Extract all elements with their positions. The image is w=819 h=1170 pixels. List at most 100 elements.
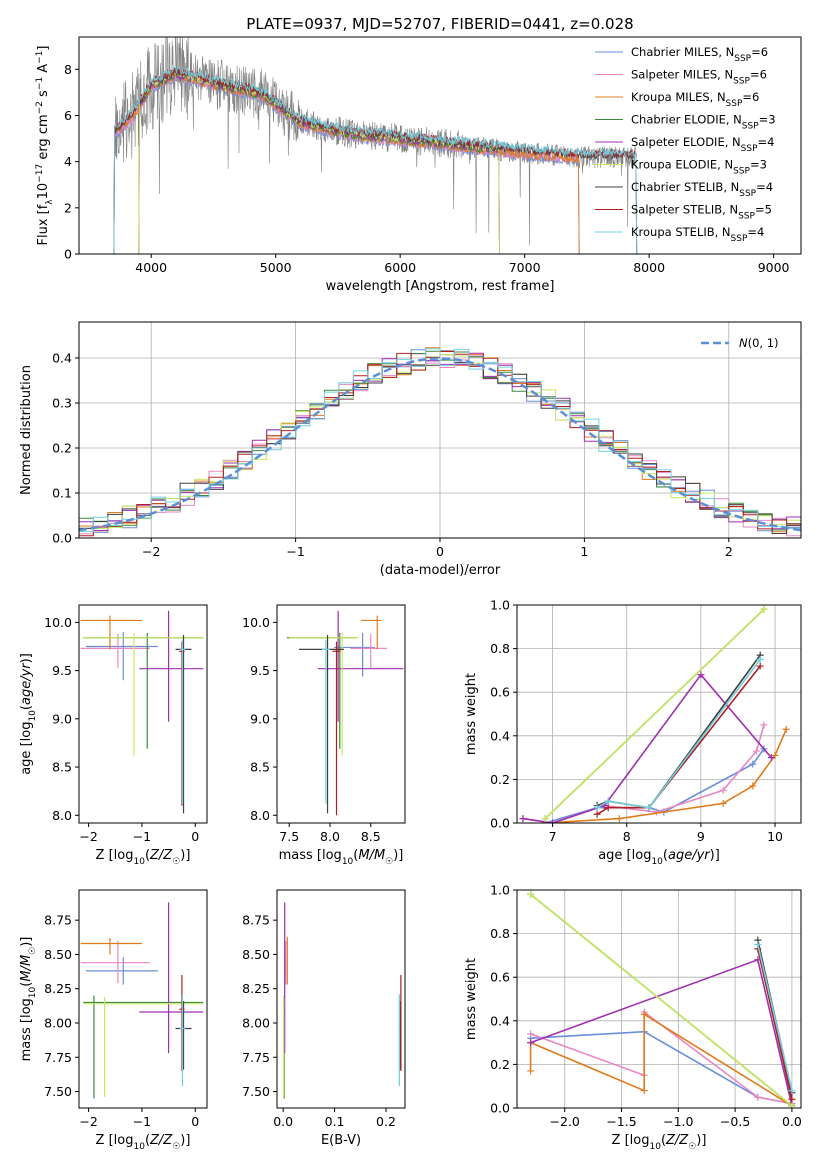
y-tick-label: 0.4 [490,728,510,743]
weight-line [757,944,793,1091]
plot-area [527,890,796,1108]
x-axis-label: Z [log10(Z/Z☉)] [96,848,191,867]
y-tick-label: 0.0 [490,1101,510,1116]
x-tick-label: 8.5 [361,829,381,844]
weight-marker [615,815,623,823]
y-tick-label: 0.0 [490,816,510,831]
y-tick-label: 8 [64,62,72,77]
weight-marker [749,760,757,768]
y-tick-label: 8.75 [242,913,270,928]
y-axis-label: Flux [fλ10−17 erg cm−2 s−1 A−1] [35,46,55,246]
weight-marker [593,804,601,812]
y-tick-label: 8.00 [242,1015,270,1030]
axes-frame [516,889,802,1109]
weight-marker [697,671,705,679]
x-axis-label: E(B-V) [321,1133,361,1148]
y-tick-label: 0.8 [490,641,510,656]
y-tick-label: 0.0 [52,531,72,546]
x-axis-label: (data-model)/error [380,563,501,578]
y-tick-label: 0.6 [490,970,510,985]
weight-marker [749,782,757,790]
weight-marker [719,799,727,807]
x-axis-label: Z [log10(Z/Z☉)] [612,1133,707,1152]
x-tick-label: −2 [79,1114,97,1129]
x-axis-label: mass [log10(M/M☉)] [279,848,404,867]
panel-age-vs-Z: −2 −1 0 8.0 8.5 9.0 9.5 10.0 Z [log10(Z/Z☉)] age … [19,604,208,867]
y-tick-label: 9.5 [250,663,270,678]
x-tick-label: 7000 [509,260,541,275]
x-tick-label: 8 [623,829,631,844]
panel-spectrum: 4000 5000 6000 7000 8000 9000 0 2 4 6 8 wavelength … [35,36,802,294]
y-tick-label: 1.0 [490,883,510,898]
weight-marker [527,1039,535,1047]
y-axis-label: Normed distribution [19,365,34,495]
legend-label: Salpeter ELODIE, NSSP=4 [631,135,774,154]
weight-marker [753,747,761,755]
y-axis-label: mass weight [464,673,479,755]
weight-marker [593,810,601,818]
x-tick-label: 2 [725,544,733,559]
y-tick-label: 8.5 [250,760,270,775]
y-tick-label: 0.1 [52,486,72,501]
weight-marker [527,1030,535,1038]
weight-marker [604,804,612,812]
plot-area [519,605,790,823]
y-tick-label: 0.2 [52,441,72,456]
weight-marker [760,605,768,613]
x-tick-label: 0 [191,1114,199,1129]
weight-marker [767,754,775,762]
legend-label: Kroupa STELIB, NSSP=4 [631,225,764,244]
weight-marker [788,1095,796,1103]
y-tick-label: 8.0 [250,808,270,823]
weight-line [530,893,793,1107]
weight-line [596,659,761,809]
axes-frame [276,889,406,1109]
model-spectrum-line [113,65,638,254]
x-tick-label: 5000 [260,260,292,275]
legend-label: Chabrier MILES, NSSP=6 [631,45,768,64]
y-axis-label: age [log10(age/yr)] [19,653,38,775]
y-tick-label: 4 [64,154,72,169]
y-tick-label: 8.25 [242,981,270,996]
x-tick-label: 0 [191,829,199,844]
legend-label: Kroupa ELODIE, NSSP=3 [631,158,767,177]
histogram-step [79,348,801,533]
weight-line [530,958,793,1106]
weight-marker [788,1087,796,1095]
weight-marker [760,721,768,729]
weight-marker [788,1102,796,1108]
legend-label: N(0, 1) [739,336,779,350]
panel-residuals: −2 −1 0 1 2 0.0 0.1 0.2 0.3 0.4 (data-model)/error… [19,321,802,578]
x-tick-label: −1 [133,1114,151,1129]
x-tick-label: −2 [142,544,160,559]
legend-label: Salpeter MILES, NSSP=6 [631,68,767,87]
x-tick-label: 0.0 [782,1114,802,1129]
weight-marker [645,804,653,812]
x-tick-label: −1 [133,829,151,844]
plot-area [80,610,204,814]
y-tick-label: 1.0 [490,598,510,613]
axes-frame [516,604,802,824]
y-tick-label: 0.6 [490,685,510,700]
y-tick-label: 0.4 [490,1013,510,1028]
x-tick-label: 1 [580,544,588,559]
weight-marker [719,786,727,794]
plot-area [80,902,204,1099]
x-tick-label: 9000 [758,260,790,275]
weight-line [530,1010,793,1105]
y-tick-label: 10.0 [242,615,270,630]
y-tick-label: 0 [64,247,72,262]
y-tick-label: 8.50 [242,947,270,962]
weight-marker [640,1010,648,1018]
x-axis-label: age [log10(age/yr)] [598,848,720,867]
weight-marker [604,797,612,805]
panel-mass-vs-EBV: 0.0 0.1 0.2 7.50 7.75 8.00 8.25 8.50 8.75 E(B-V) [242,889,406,1148]
x-tick-label: 8.0 [320,829,340,844]
y-tick-label: 0.2 [490,772,510,787]
x-tick-label: 0.2 [376,1114,396,1129]
legend-label: Chabrier STELIB, NSSP=4 [631,180,773,199]
x-tick-label: 6000 [384,260,416,275]
y-tick-label: 6 [64,108,72,123]
x-axis-label: wavelength [Angstrom, rest frame] [326,279,555,294]
x-tick-label: 8000 [633,260,665,275]
